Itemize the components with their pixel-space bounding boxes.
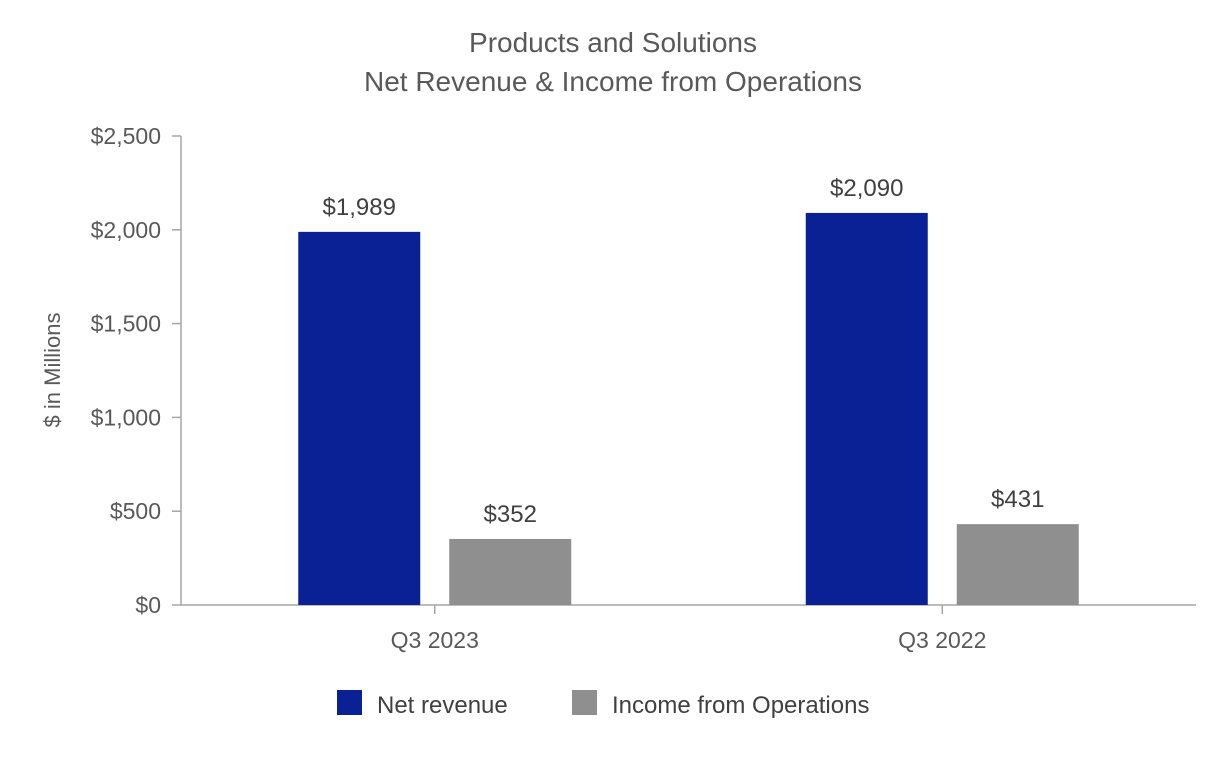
y-tick-label: $2,500 xyxy=(91,123,161,149)
y-axis-label: $ in Millions xyxy=(40,313,65,428)
legend-label: Net revenue xyxy=(377,692,508,719)
y-tick-label: $2,000 xyxy=(91,217,161,243)
y-tick-label: $500 xyxy=(110,498,161,524)
legend-swatch xyxy=(337,690,362,715)
x-tick-label: Q3 2022 xyxy=(898,627,986,653)
y-axis: $0 $500 $1,000 $1,500 $2,000 $2,500 xyxy=(91,123,182,618)
y-tick-label: $1,000 xyxy=(91,404,161,430)
y-tick-label: $0 xyxy=(135,592,161,618)
bars-group: $1,989 $352 $2,090 $431 xyxy=(298,175,1079,606)
x-tick-label: Q3 2023 xyxy=(391,627,479,653)
chart-title: Products and Solutions xyxy=(469,27,757,58)
data-label: $431 xyxy=(991,486,1044,513)
bar xyxy=(449,538,572,605)
bar xyxy=(956,524,1079,605)
data-label: $352 xyxy=(484,501,537,528)
bar xyxy=(298,231,421,606)
data-label: $1,989 xyxy=(323,194,396,221)
legend-label: Income from Operations xyxy=(612,692,869,719)
bar xyxy=(805,212,928,605)
chart-subtitle: Net Revenue & Income from Operations xyxy=(364,66,862,97)
legend-swatch xyxy=(572,690,597,715)
legend: Net revenue Income from Operations xyxy=(337,690,869,719)
data-label: $2,090 xyxy=(830,175,903,202)
x-axis: Q3 2023 Q3 2022 xyxy=(181,604,1196,653)
y-tick-label: $1,500 xyxy=(91,311,161,337)
